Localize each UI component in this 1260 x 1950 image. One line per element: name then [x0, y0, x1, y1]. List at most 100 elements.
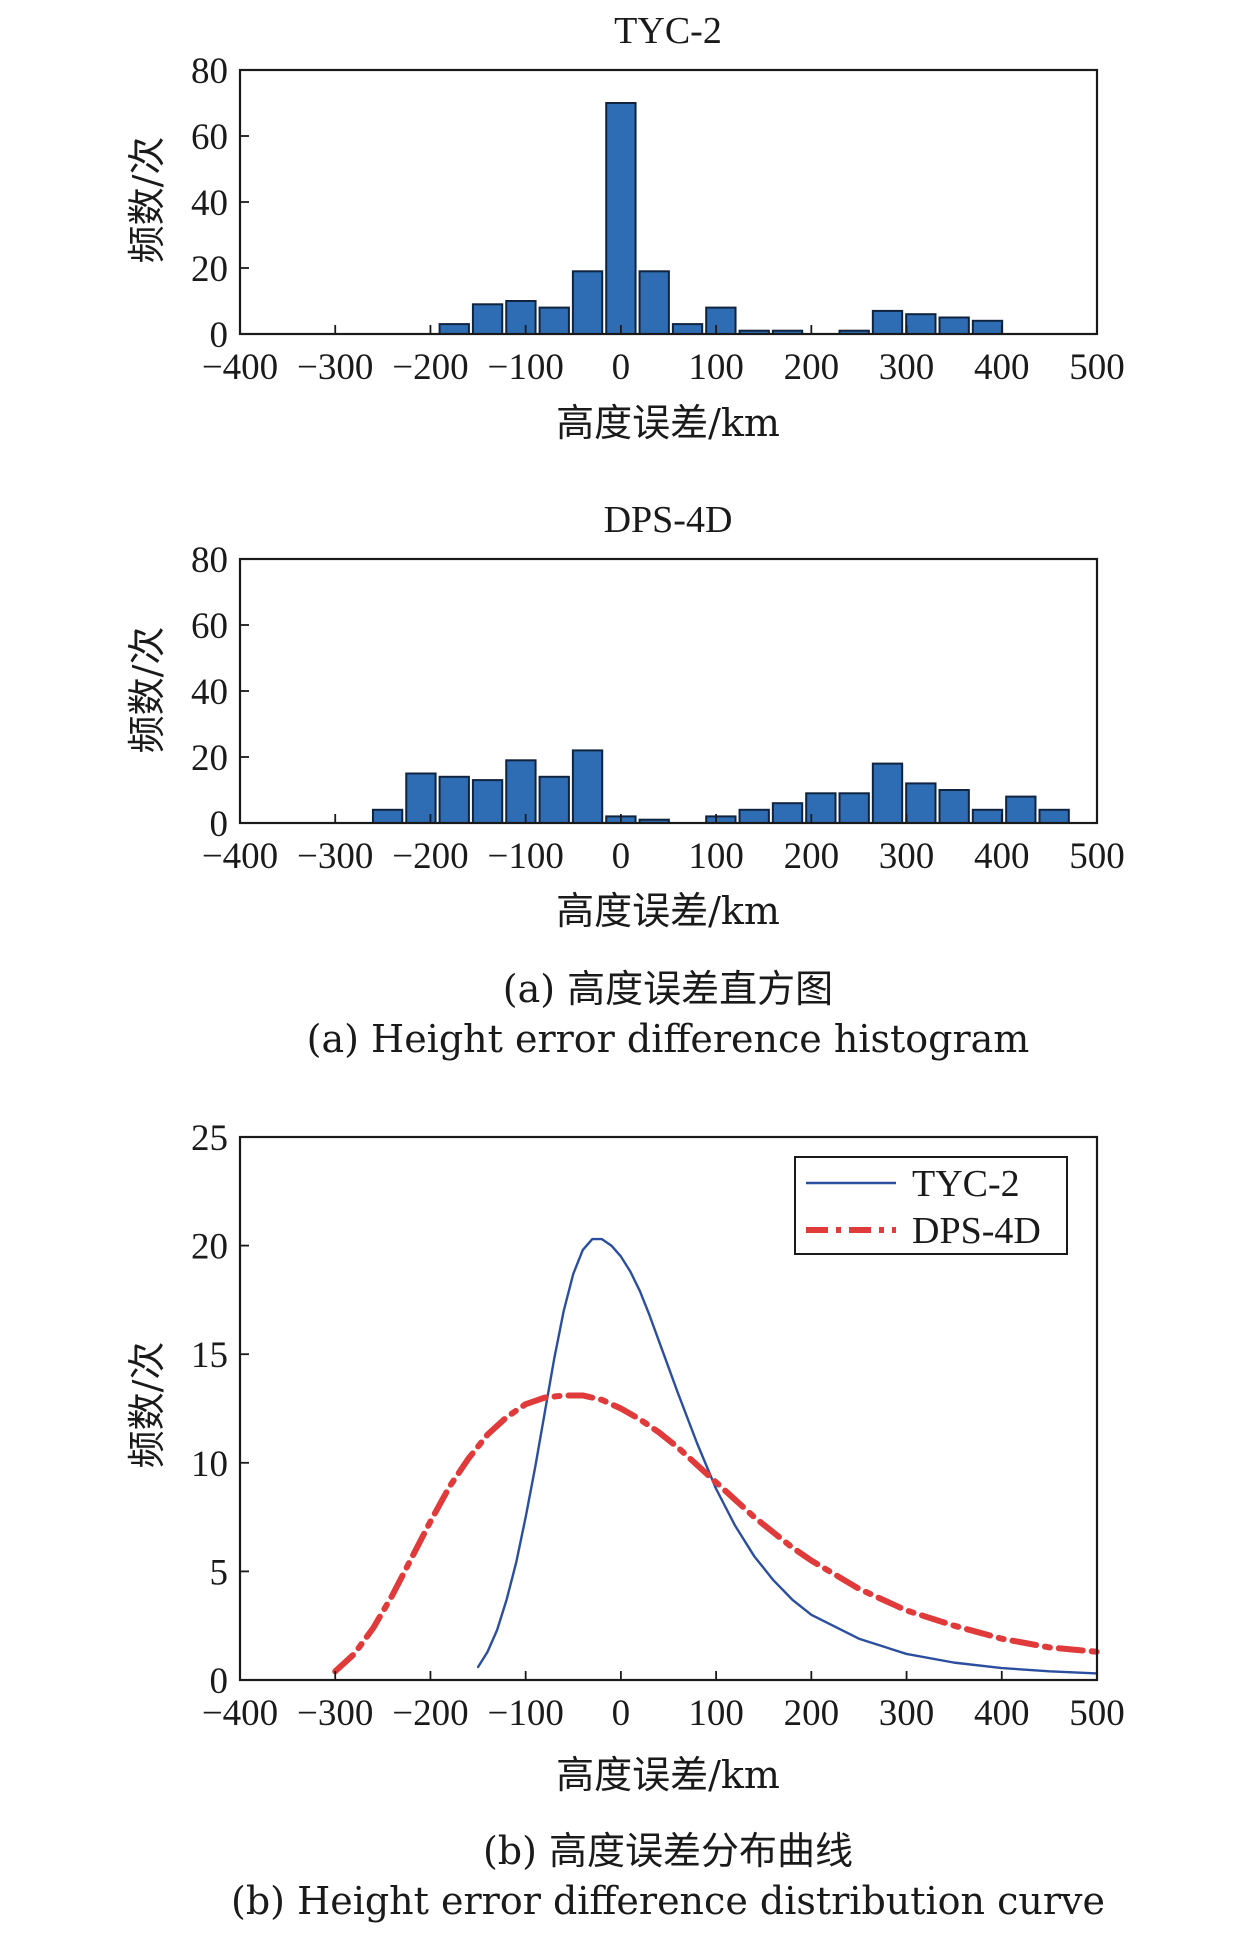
histogram-bar: [705, 306, 737, 336]
bar-group: [438, 102, 1004, 336]
x-tick-label: 0: [612, 347, 631, 388]
x-axis-label: 高度误差/km: [556, 1753, 780, 1797]
series-line-dps4d: [332, 1392, 1100, 1675]
x-tick-label: 400: [974, 347, 1030, 388]
y-tick-label: 80: [191, 540, 228, 581]
x-tick-labels: −400 −300 −200 −100 0 100 200 300 400 500: [202, 814, 1125, 877]
x-tick-label: 100: [688, 347, 744, 388]
y-tick-label: 0: [210, 1661, 229, 1702]
x-tick-label: 400: [974, 1693, 1030, 1734]
histogram-bar: [971, 808, 1004, 824]
x-tick-label: −400: [202, 1693, 278, 1734]
y-tick-label: 5: [210, 1552, 229, 1593]
x-tick-labels: −400 −300 −200 −100 0 100 200 300 400 500: [202, 325, 1125, 388]
x-axis-label: 高度误差/km: [556, 889, 780, 933]
legend-label-tyc2: TYC-2: [912, 1163, 1020, 1205]
chart-title: TYC-2: [614, 10, 722, 52]
x-tick-label: 100: [688, 836, 744, 877]
histogram-bar: [471, 779, 504, 824]
caption-a-english: (a) Height error difference histogram: [307, 1017, 1030, 1061]
x-tick-label: 300: [879, 1693, 935, 1734]
legend: TYC-2 DPS-4D: [794, 1156, 1068, 1255]
histogram-bar: [471, 303, 504, 335]
histogram-bar: [1038, 808, 1070, 824]
x-tick-label: 500: [1069, 836, 1125, 877]
x-tick-label: −200: [392, 836, 468, 877]
histogram-bar: [438, 775, 470, 824]
distribution-curve-chart: −400 −300 −200 −100 0 100 200 300 400 500 0 5 10 15 2…: [125, 1118, 1125, 1797]
x-tick-label: −300: [297, 836, 373, 877]
legend-label-dps4d: DPS-4D: [912, 1210, 1041, 1252]
x-tick-label: −100: [487, 1693, 563, 1734]
y-tick-label: 60: [191, 606, 228, 647]
histogram-bar: [371, 808, 404, 824]
x-tick-label: 300: [879, 347, 935, 388]
histogram-bar: [671, 323, 704, 336]
histogram-bar: [771, 802, 804, 825]
x-tick-label: −200: [392, 347, 468, 388]
y-axis-label: 频数/次: [125, 1342, 169, 1469]
histogram-bar: [538, 775, 570, 824]
legend-box: [794, 1156, 1068, 1255]
histogram-bar: [905, 313, 937, 336]
y-tick-label: 20: [191, 738, 228, 779]
x-tick-labels: −400 −300 −200 −100 0 100 200 300 400 500: [202, 1671, 1125, 1734]
chart-title: DPS-4D: [604, 499, 733, 541]
caption-b-english: (b) Height error difference distribution…: [231, 1879, 1105, 1923]
x-tick-label: 0: [612, 1693, 631, 1734]
plot-frame: [238, 1135, 1099, 1682]
x-tick-label: −400: [202, 347, 278, 388]
x-tick-label: −100: [487, 836, 563, 877]
histogram-bar: [871, 309, 904, 335]
histogram-bar: [938, 316, 970, 335]
y-axis-label: 频数/次: [125, 627, 169, 754]
tyc2-histogram: TYC-2 −400 −300 −200 −100 0 100 200 300 400 500 0…: [125, 10, 1125, 445]
plot-frame: [238, 557, 1099, 825]
x-tick-label: −400: [202, 836, 278, 877]
y-axis-label: 频数/次: [125, 137, 169, 264]
y-tick-label: 25: [191, 1118, 228, 1159]
histogram-bar: [638, 270, 670, 335]
x-tick-label: −300: [297, 347, 373, 388]
histogram-bar: [505, 759, 537, 824]
series-lines: [332, 1237, 1100, 1675]
x-tick-label: −300: [297, 1693, 373, 1734]
dps4d-histogram: DPS-4D −400 −300 −200 −100 0 100 200 300 400 500 …: [125, 499, 1125, 933]
x-tick-label: 500: [1069, 1693, 1125, 1734]
y-tick-label: 10: [191, 1444, 228, 1485]
x-tick-label: 500: [1069, 347, 1125, 388]
histogram-bar: [538, 306, 570, 336]
x-tick-label: −200: [392, 1693, 468, 1734]
x-tick-label: 100: [688, 1693, 744, 1734]
x-tick-label: 400: [974, 836, 1030, 877]
x-tick-label: 200: [784, 836, 840, 877]
x-tick-label: 200: [784, 347, 840, 388]
histogram-bar: [571, 270, 604, 335]
y-tick-labels: 0 20 40 60 80: [191, 540, 249, 845]
histogram-bar: [905, 782, 937, 825]
histogram-bar: [605, 102, 637, 335]
y-tick-label: 20: [191, 249, 228, 290]
bar-group: [371, 749, 1070, 825]
y-tick-labels: 0 20 40 60 80: [191, 51, 249, 356]
x-tick-label: −100: [487, 347, 563, 388]
y-tick-label: 80: [191, 51, 228, 92]
y-tick-label: 0: [210, 315, 229, 356]
caption-b-chinese: (b) 高度误差分布曲线: [483, 1829, 853, 1873]
histogram-bar: [1005, 795, 1037, 824]
histogram-bar: [571, 749, 604, 825]
y-tick-label: 40: [191, 183, 228, 224]
y-tick-label: 0: [210, 804, 229, 845]
y-tick-label: 60: [191, 117, 228, 158]
y-tick-label: 40: [191, 672, 228, 713]
x-tick-label: 0: [612, 836, 631, 877]
x-tick-label: 300: [879, 836, 935, 877]
caption-a-chinese: (a) 高度误差直方图: [503, 967, 833, 1011]
histogram-bar: [505, 300, 537, 335]
x-axis-label: 高度误差/km: [556, 401, 780, 445]
y-tick-labels: 0 5 10 15 20 25: [191, 1118, 249, 1702]
series-line-tyc2: [476, 1237, 1099, 1675]
histogram-bar: [871, 762, 904, 824]
x-tick-label: 200: [784, 1693, 840, 1734]
